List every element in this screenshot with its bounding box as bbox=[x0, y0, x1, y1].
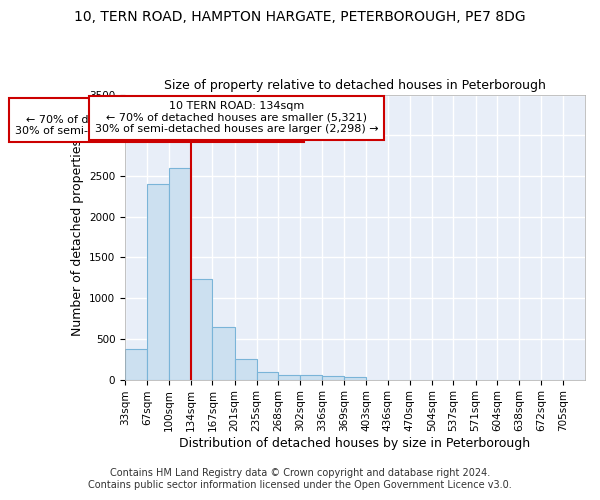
Bar bbox=[147, 184, 169, 380]
Bar bbox=[344, 377, 366, 380]
Bar bbox=[212, 328, 235, 380]
X-axis label: Distribution of detached houses by size in Peterborough: Distribution of detached houses by size … bbox=[179, 437, 530, 450]
Text: Contains HM Land Registry data © Crown copyright and database right 2024.
Contai: Contains HM Land Registry data © Crown c… bbox=[88, 468, 512, 490]
Bar bbox=[191, 280, 212, 380]
Bar bbox=[322, 376, 344, 380]
Bar bbox=[235, 359, 257, 380]
Text: 10 TERN ROAD: 134sqm
← 70% of detached houses are smaller (5,321)
30% of semi-de: 10 TERN ROAD: 134sqm ← 70% of detached h… bbox=[95, 101, 378, 134]
Text: 10 TERN ROAD: 134sqm
← 70% of detached houses are smaller (5,321)
30% of semi-de: 10 TERN ROAD: 134sqm ← 70% of detached h… bbox=[14, 103, 298, 136]
Bar bbox=[125, 348, 147, 380]
Title: Size of property relative to detached houses in Peterborough: Size of property relative to detached ho… bbox=[164, 79, 546, 92]
Y-axis label: Number of detached properties: Number of detached properties bbox=[71, 138, 83, 336]
Bar bbox=[257, 372, 278, 380]
Bar bbox=[169, 168, 191, 380]
Bar bbox=[278, 374, 301, 380]
Bar bbox=[301, 375, 322, 380]
Text: 10, TERN ROAD, HAMPTON HARGATE, PETERBOROUGH, PE7 8DG: 10, TERN ROAD, HAMPTON HARGATE, PETERBOR… bbox=[74, 10, 526, 24]
